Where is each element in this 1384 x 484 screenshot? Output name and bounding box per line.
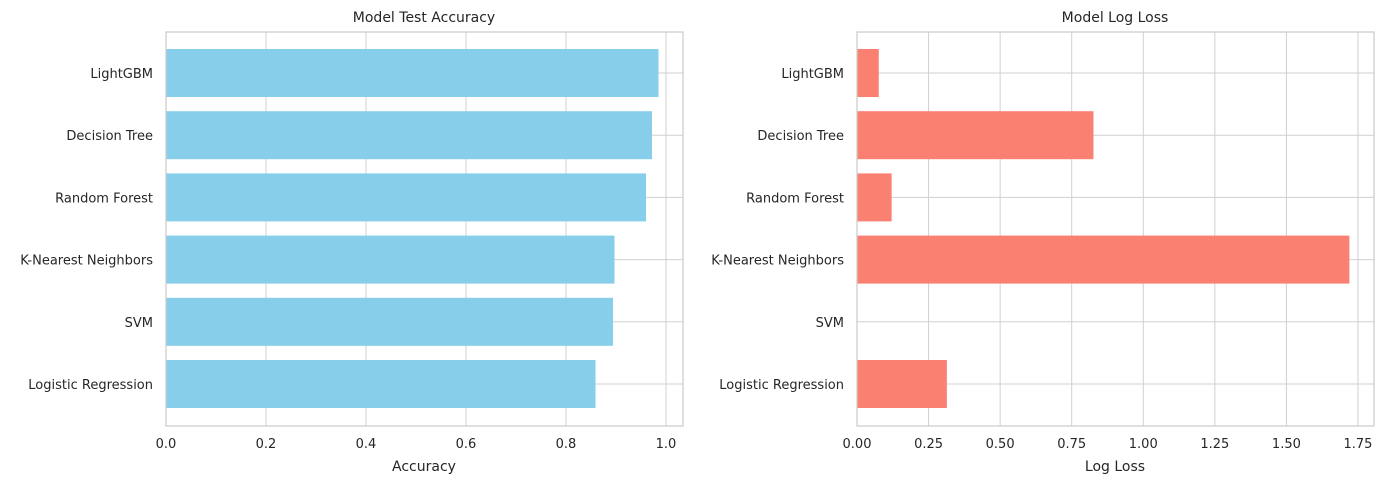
bar-lightgbm [166, 49, 659, 97]
y-tick-label: Logistic Regression [719, 378, 844, 393]
y-tick-label: LightGBM [781, 67, 844, 82]
bars [857, 49, 1350, 408]
y-tick-label: SVM [816, 316, 844, 331]
bars [166, 49, 659, 408]
x-tick-label: 0.75 [1057, 437, 1086, 452]
bar-k-nearest-neighbors [857, 235, 1350, 284]
y-tick-label: Decision Tree [66, 129, 153, 144]
log-loss-chart: Model Log Loss Log Loss LightGBM Decision… [711, 10, 1375, 475]
accuracy-chart: Model Test Accuracy Accuracy LightGBM Dec… [20, 10, 684, 475]
x-tick-label: 0.8 [556, 437, 577, 452]
y-tick-label: Decision Tree [757, 129, 844, 144]
y-tick-label: SVM [125, 316, 153, 331]
bar-decision-tree [166, 111, 652, 160]
bar-svm [166, 297, 613, 346]
y-tick-label: K-Nearest Neighbors [20, 254, 153, 269]
x-tick-label: 1.0 [656, 437, 677, 452]
x-tick-label: 0.4 [356, 437, 377, 452]
x-tick-label: 1.00 [1129, 437, 1158, 452]
plot-frame [856, 31, 1375, 427]
chart-title: Model Test Accuracy [353, 10, 495, 26]
bar-random-forest [857, 173, 892, 222]
x-axis-label: Accuracy [392, 459, 456, 475]
bar-logistic-regression [166, 360, 596, 408]
x-tick-label: 0.25 [914, 437, 943, 452]
x-tick-label: 0.0 [156, 437, 177, 452]
x-tick-label: 1.25 [1200, 437, 1229, 452]
y-tick-label: Logistic Regression [28, 378, 153, 393]
bar-logistic-regression [857, 360, 947, 408]
plot-frame [165, 31, 684, 427]
bar-decision-tree [857, 111, 1094, 160]
x-tick-label: 0.00 [843, 437, 872, 452]
y-tick-label: LightGBM [90, 67, 153, 82]
bar-lightgbm [857, 49, 879, 97]
x-tick-label: 0.50 [986, 437, 1015, 452]
x-tick-label: 1.75 [1343, 437, 1372, 452]
y-tick-label: Random Forest [55, 191, 153, 206]
x-axis-label: Log Loss [1085, 459, 1145, 475]
y-tick-label: K-Nearest Neighbors [711, 254, 844, 269]
x-tick-label: 0.6 [456, 437, 477, 452]
x-tick-label: 1.50 [1272, 437, 1301, 452]
bar-k-nearest-neighbors [166, 235, 615, 284]
y-tick-label: Random Forest [746, 191, 844, 206]
bar-random-forest [166, 173, 646, 222]
chart-title: Model Log Loss [1062, 10, 1169, 26]
x-tick-label: 0.2 [256, 437, 277, 452]
